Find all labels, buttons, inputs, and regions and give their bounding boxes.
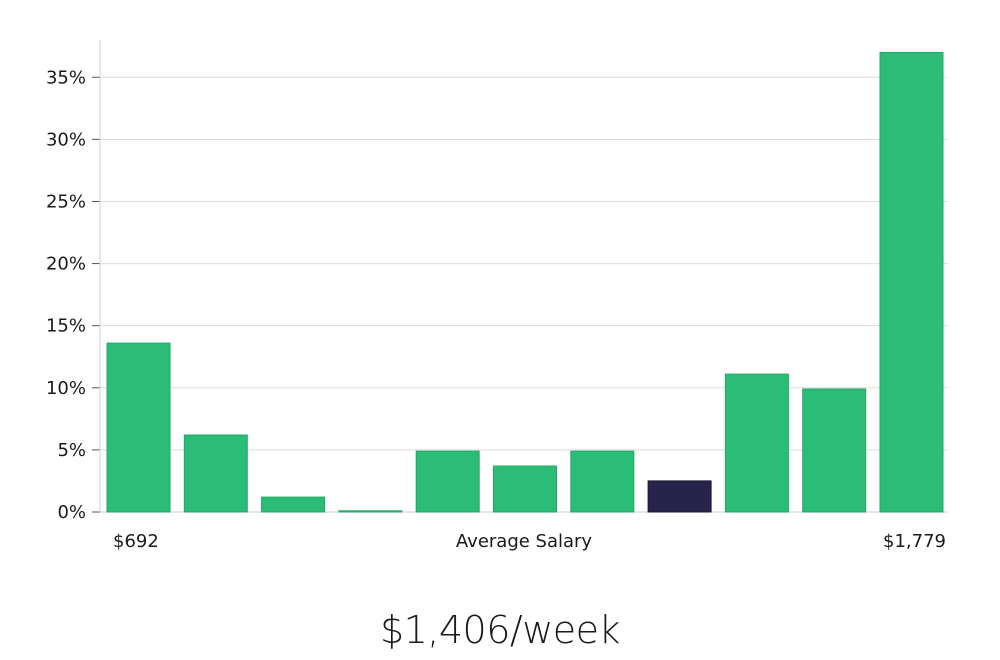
bars bbox=[106, 51, 944, 513]
y-tick-label: 5% bbox=[57, 440, 86, 461]
average-salary-value: $1,406/week bbox=[379, 608, 621, 652]
y-tick-label: 30% bbox=[46, 129, 86, 150]
x-axis-title: Average Salary bbox=[456, 531, 593, 552]
bar bbox=[570, 450, 635, 513]
y-tick-label: 10% bbox=[46, 378, 86, 399]
bar bbox=[106, 342, 171, 513]
salary-distribution-chart: 0% 5% 10% 15% 20% 25% 30% 35% $692 Average Sala… bbox=[46, 40, 948, 552]
y-tick-label: 35% bbox=[46, 67, 86, 88]
bar-highlighted bbox=[647, 480, 712, 513]
y-axis-ticks: 0% 5% 10% 15% 20% 25% 30% 35% bbox=[46, 67, 100, 523]
bar bbox=[183, 434, 248, 513]
bar bbox=[415, 450, 480, 513]
y-tick-label: 0% bbox=[57, 502, 86, 523]
bar bbox=[261, 496, 326, 513]
bar bbox=[724, 373, 789, 513]
x-max-label: $1,779 bbox=[883, 531, 946, 552]
bar bbox=[802, 388, 867, 513]
x-min-label: $692 bbox=[113, 531, 159, 552]
bar bbox=[879, 51, 944, 513]
bar bbox=[493, 465, 557, 513]
bar bbox=[338, 510, 403, 513]
y-tick-label: 25% bbox=[46, 191, 86, 212]
y-tick-label: 15% bbox=[46, 316, 86, 337]
grid-lines bbox=[100, 76, 948, 451]
y-tick-label: 20% bbox=[46, 254, 86, 275]
